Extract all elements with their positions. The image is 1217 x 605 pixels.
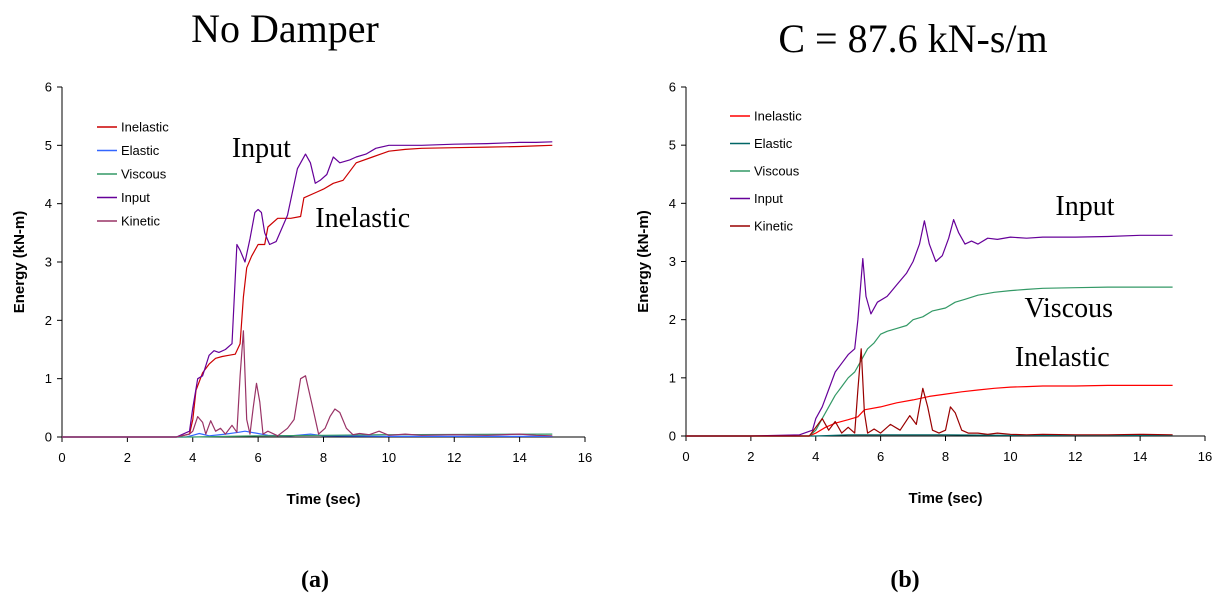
legend-label-input: Input <box>121 190 150 205</box>
x-tick-label: 12 <box>447 450 461 465</box>
y-tick-label: 6 <box>45 80 52 95</box>
x-tick-label: 16 <box>578 450 592 465</box>
x-tick-label: 0 <box>58 450 65 465</box>
series-line-elastic <box>686 434 1173 437</box>
x-tick-label: 12 <box>1068 449 1082 464</box>
x-tick-label: 2 <box>747 449 754 464</box>
chart-title: C = 87.6 kN-s/m <box>778 16 1047 61</box>
series-line-inelastic <box>686 384 1173 437</box>
x-tick-label: 10 <box>382 450 396 465</box>
annotation-input: Input <box>1055 191 1114 222</box>
x-tick-label: 10 <box>1003 449 1017 464</box>
x-tick-label: 6 <box>255 450 262 465</box>
y-tick-label: 4 <box>45 196 52 211</box>
x-tick-label: 8 <box>320 450 327 465</box>
legend-label-kinetic: Kinetic <box>754 219 794 234</box>
y-tick-label: 0 <box>669 429 676 444</box>
annotation-inelastic: Inelastic <box>1015 342 1110 373</box>
series-line-input <box>686 219 1173 437</box>
x-tick-label: 4 <box>189 450 196 465</box>
x-tick-label: 14 <box>512 450 526 465</box>
chart-title: No Damper <box>191 6 379 51</box>
legend-label-kinetic: Kinetic <box>121 214 161 229</box>
panel-label: (a) <box>301 567 329 593</box>
legend-label-inelastic: Inelastic <box>121 120 169 135</box>
y-tick-label: 0 <box>45 430 52 445</box>
panel-label: (b) <box>890 567 919 593</box>
series-line-inelastic <box>62 144 553 438</box>
y-tick-label: 3 <box>669 254 676 269</box>
series-line-kinetic <box>686 348 1173 437</box>
legend-label-inelastic: Inelastic <box>754 109 802 124</box>
series-line-kinetic <box>62 330 553 438</box>
y-tick-label: 4 <box>669 196 676 211</box>
y-axis-label: Energy (kN-m) <box>11 211 28 314</box>
y-tick-label: 2 <box>45 313 52 328</box>
legend-label-elastic: Elastic <box>754 136 793 151</box>
legend-label-viscous: Viscous <box>754 164 800 179</box>
x-tick-label: 8 <box>942 449 949 464</box>
legend-label-viscous: Viscous <box>121 167 167 182</box>
y-tick-label: 5 <box>45 138 52 153</box>
x-tick-label: 0 <box>682 449 689 464</box>
annotation-input: Input <box>232 133 291 164</box>
annotation-viscous: Viscous <box>1024 293 1113 324</box>
y-tick-label: 5 <box>669 138 676 153</box>
x-tick-label: 6 <box>877 449 884 464</box>
legend-label-elastic: Elastic <box>121 143 160 158</box>
x-axis-label: Time (sec) <box>287 491 361 508</box>
y-tick-label: 3 <box>45 255 52 270</box>
series-line-input <box>62 141 553 438</box>
y-axis-label: Energy (kN-m) <box>635 210 652 313</box>
x-tick-label: 16 <box>1198 449 1212 464</box>
annotation-inelastic: Inelastic <box>315 203 410 234</box>
y-tick-label: 2 <box>669 312 676 327</box>
series-line-viscous <box>686 286 1173 437</box>
x-tick-label: 4 <box>812 449 819 464</box>
x-tick-label: 2 <box>124 450 131 465</box>
x-axis-label: Time (sec) <box>909 490 983 507</box>
y-tick-label: 1 <box>669 370 676 385</box>
y-tick-label: 6 <box>669 80 676 95</box>
y-tick-label: 1 <box>45 371 52 386</box>
legend-label-input: Input <box>754 191 783 206</box>
x-tick-label: 14 <box>1133 449 1147 464</box>
